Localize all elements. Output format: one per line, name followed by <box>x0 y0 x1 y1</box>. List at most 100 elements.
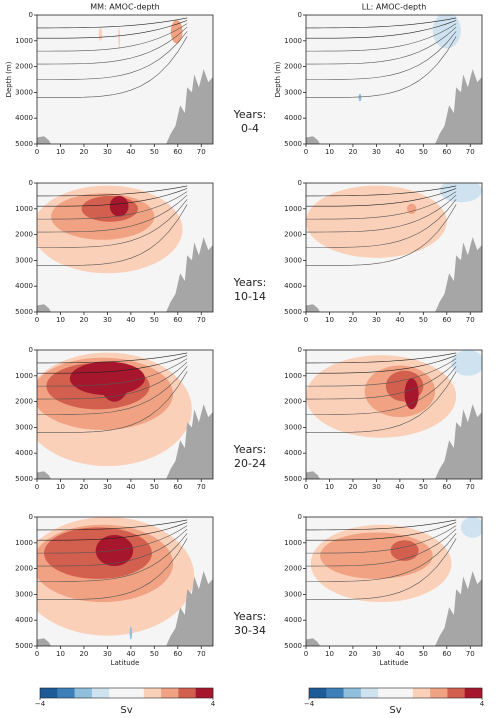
colorbar-swatch <box>378 688 396 698</box>
x-tick-label: 30 <box>103 483 112 491</box>
contour-line <box>306 36 457 98</box>
y-tick-label: 0 <box>29 346 33 354</box>
y-tick-label: 2000 <box>15 231 33 239</box>
y-tick-label: 5000 <box>15 475 33 483</box>
contour-line <box>306 358 457 387</box>
contour-line <box>37 366 188 415</box>
contour-line <box>37 185 188 197</box>
land-mask <box>435 404 482 479</box>
colorbar-swatch <box>126 688 145 698</box>
panel-title: LL: AMOC-depth <box>362 3 427 12</box>
x-tick-label: 70 <box>197 148 206 156</box>
contour-line <box>37 191 188 220</box>
field-region <box>358 93 362 102</box>
y-tick-label: 0 <box>298 346 302 354</box>
y-tick-label: 2000 <box>15 565 33 573</box>
panel <box>37 183 213 312</box>
y-tick-label: 3000 <box>15 88 33 96</box>
field-region <box>406 203 417 214</box>
x-tick-label: 20 <box>348 316 357 324</box>
x-tick-label: 30 <box>103 316 112 324</box>
y-tick-label: 5000 <box>284 642 302 650</box>
contour-line <box>306 519 457 531</box>
land-mask <box>166 404 213 479</box>
field-region <box>118 27 121 49</box>
land-mask <box>166 69 213 144</box>
x-tick-label: 10 <box>325 148 334 156</box>
x-tick-label: 10 <box>56 316 65 324</box>
plot-frame <box>36 516 214 647</box>
x-tick-label: 50 <box>419 316 428 324</box>
field-region <box>129 626 133 640</box>
contour-line <box>37 525 188 554</box>
x-tick-label: 60 <box>442 148 451 156</box>
contour-line <box>37 519 188 531</box>
x-tick-label: 10 <box>325 316 334 324</box>
y-tick-label: 0 <box>298 11 302 19</box>
x-tick-label: 70 <box>466 650 475 658</box>
x-tick-label: 60 <box>442 650 451 658</box>
contour-line <box>306 191 457 220</box>
x-tick-label: 0 <box>35 650 39 658</box>
contour-line <box>37 23 188 52</box>
x-tick-label: 40 <box>126 148 135 156</box>
y-tick-label: 3000 <box>15 590 33 598</box>
y-tick-label: 2000 <box>284 398 302 406</box>
y-tick-label: 1000 <box>284 372 302 380</box>
land-mask <box>37 136 52 144</box>
row-label: Years: <box>233 443 267 456</box>
y-tick-label: 2000 <box>15 63 33 71</box>
y-tick-label: 5000 <box>284 475 302 483</box>
x-tick-label: 20 <box>79 316 88 324</box>
colorbar-tick-label: −4 <box>35 700 46 708</box>
contour-line <box>37 36 188 98</box>
panel <box>37 15 213 144</box>
x-tick-label: 0 <box>35 316 39 324</box>
field-region <box>439 183 482 203</box>
contour-line <box>306 361 457 400</box>
x-tick-label: 10 <box>325 483 334 491</box>
contour-line <box>37 352 188 364</box>
x-tick-label: 40 <box>395 148 404 156</box>
contour-line <box>37 26 188 65</box>
field-region <box>460 517 482 538</box>
x-tick-label: 20 <box>79 148 88 156</box>
y-tick-label: 3000 <box>15 423 33 431</box>
colorbar-swatch <box>178 688 196 698</box>
x-tick-label: 30 <box>103 148 112 156</box>
colorbar-swatch <box>40 688 58 698</box>
x-tick-label: 20 <box>79 650 88 658</box>
colorbar-tick-label: −4 <box>304 700 315 708</box>
x-tick-label: 0 <box>304 650 308 658</box>
y-tick-label: 1000 <box>284 205 302 213</box>
x-tick-label: 20 <box>348 148 357 156</box>
panel <box>37 517 213 646</box>
row-label: 30-34 <box>234 624 266 637</box>
contour-line <box>37 522 188 541</box>
x-tick-label: 40 <box>126 483 135 491</box>
field-region <box>81 195 138 222</box>
contour-line <box>37 358 188 387</box>
row-label: 20-24 <box>234 457 266 470</box>
contour-line <box>306 528 457 567</box>
contour-line <box>306 355 457 374</box>
x-tick-label: 20 <box>348 483 357 491</box>
plot-frame <box>36 182 214 313</box>
contour-line <box>37 528 188 567</box>
contour-line <box>306 17 457 29</box>
y-tick-label: 1000 <box>15 205 33 213</box>
contour-line <box>306 199 457 248</box>
x-tick-label: 40 <box>395 650 404 658</box>
contour-line <box>306 23 457 52</box>
contour-line <box>37 361 188 400</box>
land-mask <box>37 471 52 479</box>
row-label: Years: <box>233 276 267 289</box>
contour-line <box>306 538 457 600</box>
contour-line <box>37 20 188 39</box>
panel-title: MM: AMOC-depth <box>90 3 159 12</box>
x-tick-label: 60 <box>173 316 182 324</box>
x-tick-label: 20 <box>79 483 88 491</box>
colorbar-swatch <box>109 688 127 698</box>
y-tick-label: 1000 <box>284 37 302 45</box>
field-region <box>170 20 183 44</box>
